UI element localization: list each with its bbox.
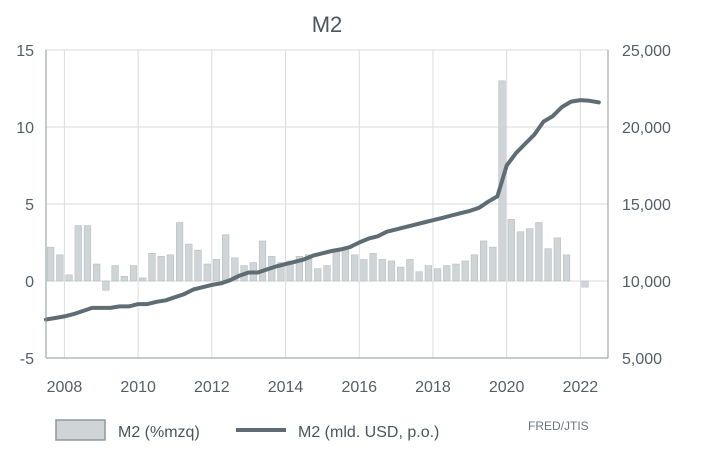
bar-5 <box>93 263 101 282</box>
bar-55 <box>553 237 561 282</box>
legend-bar-label: M2 (%mzq) <box>118 424 200 441</box>
grid-lines <box>46 49 608 359</box>
y-left-tick-label-0: -5 <box>20 351 34 368</box>
legend-bar-swatch <box>55 419 106 441</box>
bar-51 <box>516 231 525 282</box>
bar-36 <box>378 259 386 282</box>
bar-33 <box>351 254 359 282</box>
legend-line-label: M2 (mld. USD, p.o.) <box>298 424 439 441</box>
bar-18 <box>212 259 221 282</box>
bar-58 <box>581 280 589 288</box>
y-left-tick-label-2: 5 <box>25 197 34 214</box>
x-tick-label-1: 2010 <box>120 379 156 396</box>
bar-17 <box>203 263 211 282</box>
x-tick-label-7: 2022 <box>563 379 599 396</box>
line-series-m2-usd <box>44 98 601 322</box>
bar-9 <box>129 265 138 282</box>
bar-16 <box>194 249 202 282</box>
bar-8 <box>120 276 128 282</box>
bar-1 <box>56 254 64 282</box>
bar-54 <box>544 248 552 282</box>
x-axis-labels: 2008 2010 2012 2014 2016 2018 2020 2022 <box>47 379 599 396</box>
bar-12 <box>157 256 165 282</box>
axes <box>45 50 609 359</box>
bar-3 <box>74 225 82 282</box>
y-right-tick-label-4: 25,000 <box>622 43 671 60</box>
bar-30 <box>323 265 331 282</box>
bar-42 <box>433 268 442 282</box>
y-left-tick-label-3: 10 <box>16 120 34 137</box>
legend: M2 (%mzq) M2 (mld. USD, p.o.) <box>55 419 439 441</box>
bar-38 <box>397 266 405 282</box>
bar-7 <box>111 265 119 282</box>
x-tick-label-2: 2012 <box>194 379 230 396</box>
bar-44 <box>452 263 460 282</box>
bar-50 <box>507 219 515 282</box>
bar-48 <box>489 246 497 282</box>
bar-29 <box>314 268 322 282</box>
y-right-tick-label-3: 20,000 <box>622 120 671 137</box>
bar-37 <box>387 260 396 282</box>
bar-10 <box>139 277 147 282</box>
y-right-tick-label-2: 15,000 <box>622 197 671 214</box>
bar-35 <box>369 252 377 282</box>
line-m2-usd <box>44 98 601 322</box>
bar-40 <box>415 271 423 282</box>
bar-47 <box>480 240 488 282</box>
bar-27 <box>295 256 303 282</box>
y-right-axis-labels: 5,000 10,000 15,000 20,000 25,000 <box>622 43 671 368</box>
bar-20 <box>231 257 239 282</box>
x-tick-label-4: 2016 <box>341 379 377 396</box>
bar-15 <box>185 243 193 282</box>
x-tick-label-6: 2020 <box>489 379 525 396</box>
bar-39 <box>406 259 414 282</box>
y-left-tick-label-1: 0 <box>25 274 34 291</box>
y-right-tick-label-1: 10,000 <box>622 274 671 291</box>
source-note: FRED/JTIS <box>528 419 589 433</box>
bar-53 <box>535 222 543 282</box>
bar-23 <box>258 240 267 282</box>
bar-11 <box>148 252 156 282</box>
bar-0 <box>46 246 55 282</box>
bar-13 <box>166 254 174 282</box>
bar-34 <box>360 259 368 282</box>
x-tick-label-0: 2008 <box>47 379 83 396</box>
bar-2 <box>65 274 73 282</box>
y-left-tick-label-4: 15 <box>16 43 34 60</box>
bar-25 <box>277 262 285 282</box>
bar-43 <box>443 265 451 282</box>
y-left-axis-labels: -5 0 5 10 15 <box>16 43 34 368</box>
bar-6 <box>102 280 110 291</box>
bar-41 <box>424 265 432 282</box>
bar-14 <box>175 222 184 282</box>
bar-19 <box>222 234 230 282</box>
bar-28 <box>304 254 313 282</box>
bar-45 <box>461 260 469 282</box>
bar-56 <box>562 254 571 282</box>
y-right-tick-label-0: 5,000 <box>622 351 662 368</box>
bar-52 <box>526 228 534 282</box>
bar-46 <box>470 254 479 282</box>
x-tick-label-3: 2014 <box>268 379 304 396</box>
bar-4 <box>83 225 92 282</box>
bar-32 <box>341 248 350 282</box>
chart-title: M2 <box>312 12 343 37</box>
x-tick-label-5: 2018 <box>415 379 451 396</box>
bar-31 <box>332 251 340 282</box>
